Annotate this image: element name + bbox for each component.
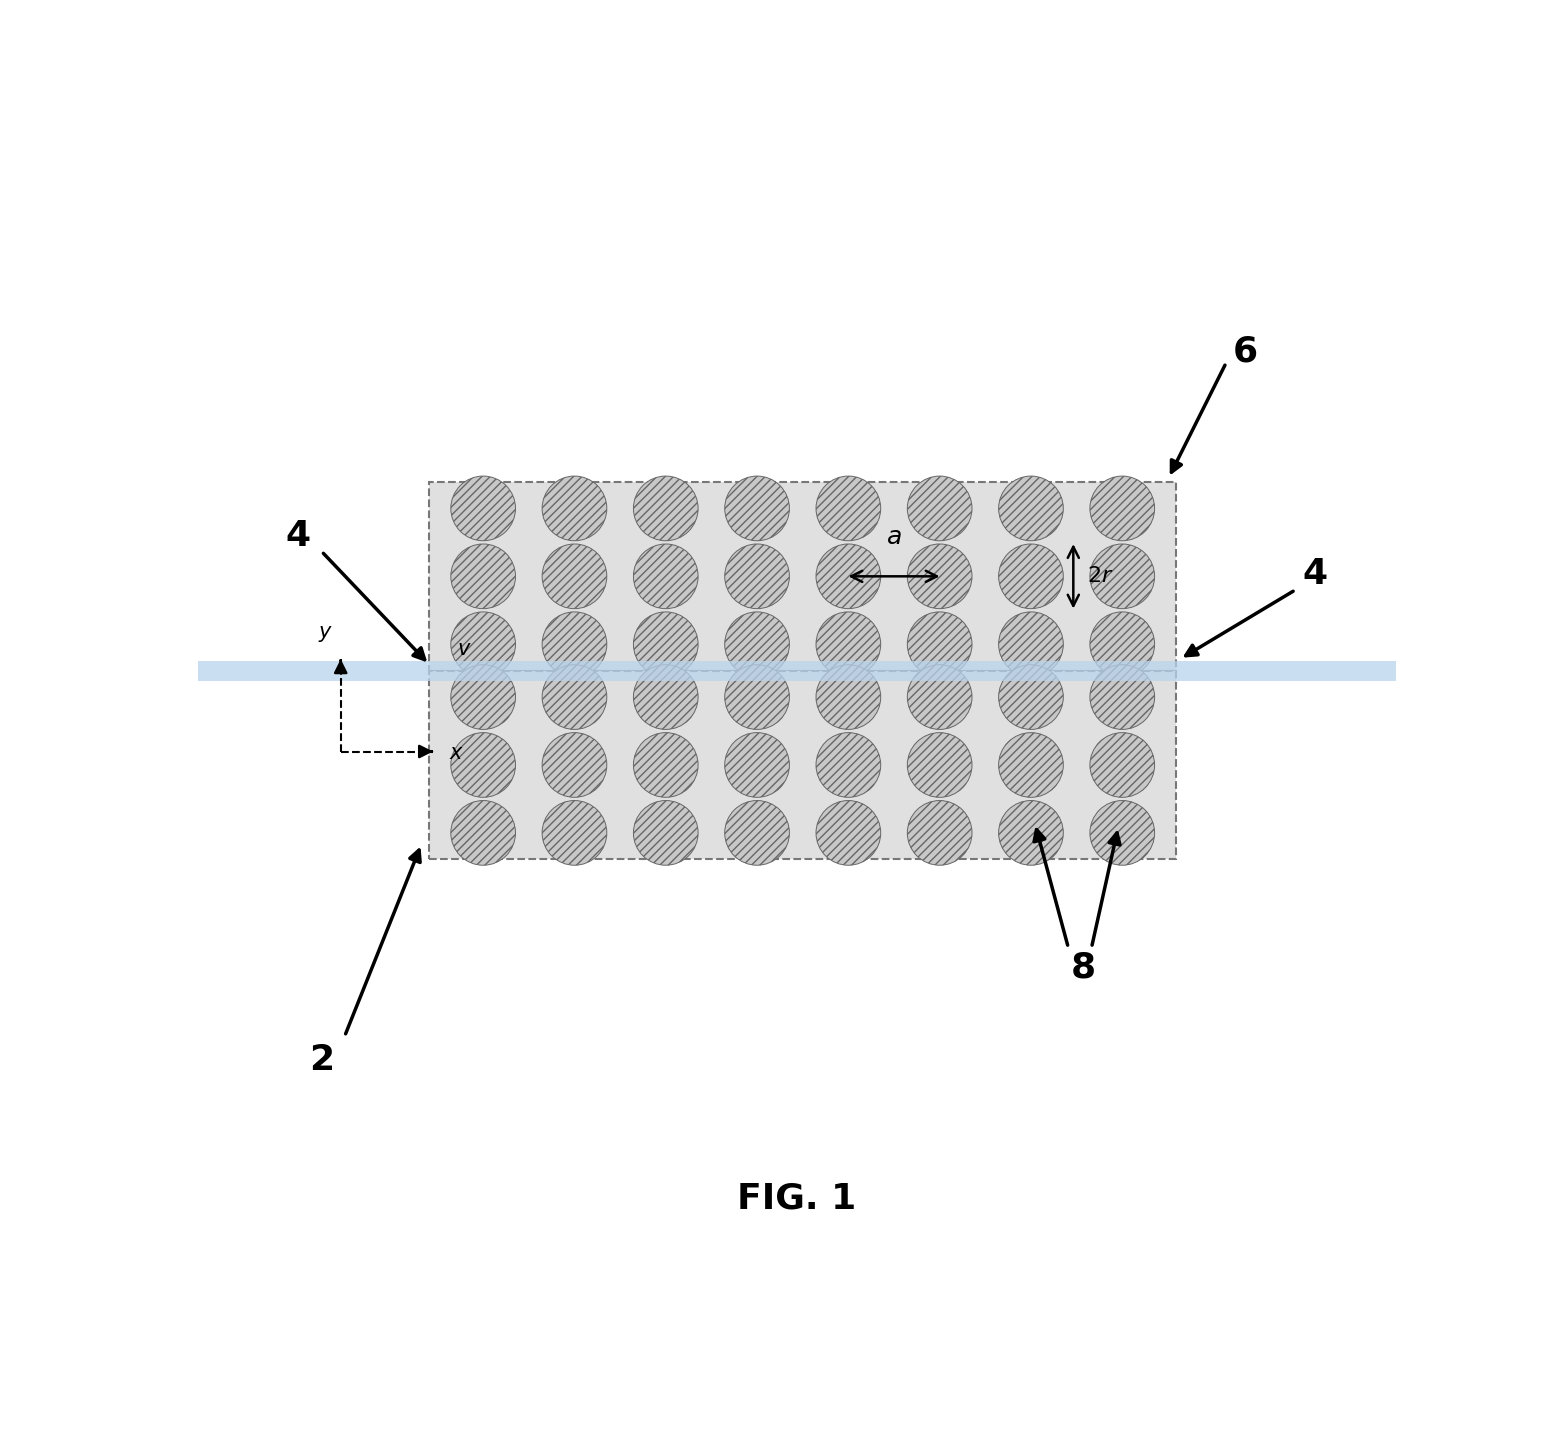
Circle shape <box>633 800 698 866</box>
Circle shape <box>543 544 606 609</box>
Circle shape <box>816 612 880 677</box>
Circle shape <box>543 476 606 541</box>
Circle shape <box>543 800 606 866</box>
Text: $y$: $y$ <box>317 624 333 644</box>
Circle shape <box>725 664 790 729</box>
Circle shape <box>907 732 972 798</box>
Circle shape <box>633 732 698 798</box>
Circle shape <box>998 732 1064 798</box>
Circle shape <box>907 612 972 677</box>
Circle shape <box>998 476 1064 541</box>
Circle shape <box>725 544 790 609</box>
Circle shape <box>451 664 516 729</box>
Circle shape <box>998 612 1064 677</box>
Circle shape <box>633 664 698 729</box>
Circle shape <box>543 612 606 677</box>
Circle shape <box>998 800 1064 866</box>
Text: $2r$: $2r$ <box>1087 567 1113 586</box>
Circle shape <box>816 664 880 729</box>
Circle shape <box>1090 476 1155 541</box>
Circle shape <box>816 476 880 541</box>
Circle shape <box>907 800 972 866</box>
Circle shape <box>451 544 516 609</box>
Bar <box>429 481 1176 671</box>
Text: 6: 6 <box>1233 334 1258 368</box>
Circle shape <box>816 800 880 866</box>
Circle shape <box>725 800 790 866</box>
Text: 2: 2 <box>309 1043 334 1076</box>
Text: 4: 4 <box>286 519 311 552</box>
Text: $x$: $x$ <box>448 742 463 763</box>
Text: FIG. 1: FIG. 1 <box>737 1182 857 1215</box>
Circle shape <box>451 612 516 677</box>
Circle shape <box>725 476 790 541</box>
Circle shape <box>1090 732 1155 798</box>
Circle shape <box>907 476 972 541</box>
Circle shape <box>907 664 972 729</box>
Circle shape <box>725 612 790 677</box>
Text: 8: 8 <box>1071 950 1096 985</box>
Circle shape <box>907 544 972 609</box>
Circle shape <box>543 664 606 729</box>
Circle shape <box>998 664 1064 729</box>
Text: $v$: $v$ <box>457 639 471 660</box>
Circle shape <box>1090 612 1155 677</box>
Circle shape <box>451 476 516 541</box>
Bar <box>429 671 1176 860</box>
Circle shape <box>816 544 880 609</box>
Circle shape <box>633 612 698 677</box>
Circle shape <box>633 544 698 609</box>
Circle shape <box>1090 664 1155 729</box>
Circle shape <box>543 732 606 798</box>
Circle shape <box>725 732 790 798</box>
Text: 4: 4 <box>1302 557 1328 592</box>
Circle shape <box>633 476 698 541</box>
Text: $a$: $a$ <box>886 525 902 550</box>
Circle shape <box>1090 800 1155 866</box>
Circle shape <box>451 800 516 866</box>
Circle shape <box>1090 544 1155 609</box>
Circle shape <box>451 732 516 798</box>
Circle shape <box>816 732 880 798</box>
Bar <box>199 661 1396 680</box>
Circle shape <box>998 544 1064 609</box>
